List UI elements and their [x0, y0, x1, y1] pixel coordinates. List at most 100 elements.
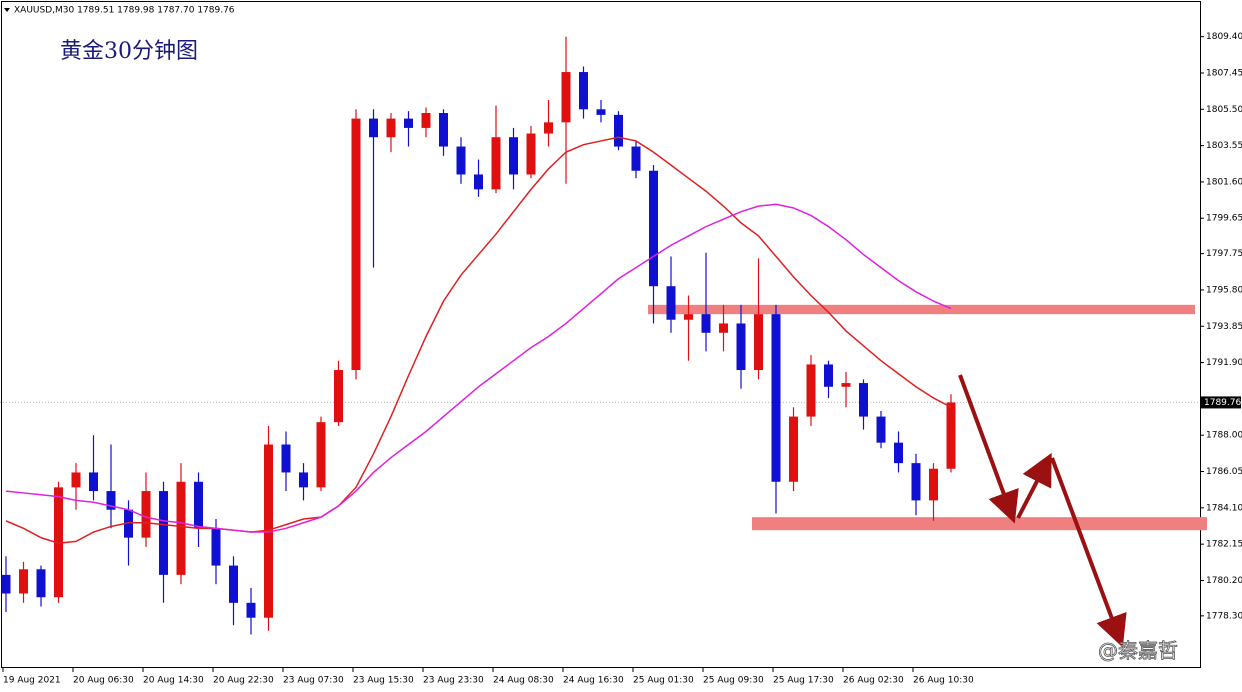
candle-body: [1, 574, 11, 594]
candle-body: [246, 602, 256, 618]
candle-body: [281, 444, 291, 473]
candle-body: [526, 133, 536, 175]
y-tick-label: 1780.20: [1206, 576, 1242, 586]
y-tick-label: 1788.00: [1206, 431, 1242, 441]
candle-body: [946, 402, 956, 469]
candle-body: [439, 113, 448, 147]
candle-body: [369, 118, 378, 138]
y-tick-label: 1807.45: [1206, 68, 1242, 78]
candle-body: [456, 146, 466, 175]
chart-header: XAUUSD,M30 1789.51 1789.98 1787.70 1789.…: [14, 6, 235, 16]
y-tick-label: 1797.75: [1206, 249, 1242, 259]
y-tick-label: 1782.15: [1206, 540, 1242, 550]
last-price-label: 1789.76: [1204, 398, 1241, 408]
x-tick-label: 23 Aug 07:30: [283, 676, 344, 686]
candle-body: [89, 472, 98, 492]
candle-body: [421, 113, 431, 128]
y-tick-label: 1784.10: [1206, 503, 1242, 513]
x-tick-label: 19 Aug 2021: [3, 676, 61, 686]
candle-body: [316, 422, 326, 488]
x-tick-label: 20 Aug 22:30: [213, 676, 274, 686]
candle-body: [771, 314, 781, 482]
candle-body: [299, 472, 308, 488]
candle-body: [386, 118, 396, 138]
last-price-box: [1201, 396, 1241, 409]
plot-area: [0, 36, 1207, 635]
candle-body: [684, 314, 693, 320]
candle-body: [176, 481, 186, 575]
y-tick-label: 1805.50: [1206, 105, 1242, 115]
y-tick-label: 1809.40: [1206, 32, 1242, 42]
chart-title: 黄金30分钟图: [60, 39, 198, 64]
arrow-down: [1050, 457, 1127, 648]
y-tick-label: 1801.60: [1206, 177, 1242, 187]
x-tick-label: 20 Aug 14:30: [143, 676, 204, 686]
candle-body: [124, 509, 133, 538]
candle-body: [579, 72, 588, 110]
candle-body: [911, 463, 921, 501]
candle-body: [141, 491, 151, 538]
symbol-menu-icon[interactable]: [4, 8, 10, 12]
x-tick-label: 23 Aug 23:30: [423, 676, 484, 686]
candle-body: [894, 442, 903, 464]
candle-body: [841, 383, 851, 387]
candle-body: [544, 122, 553, 134]
candle-body: [474, 174, 483, 190]
candle-body: [824, 364, 833, 387]
candle-body: [561, 72, 571, 123]
moving-average: [5, 136, 952, 544]
plot-frame: [1, 1, 1201, 668]
candle-body: [736, 323, 746, 371]
candle-body: [106, 491, 116, 510]
x-tick-label: 23 Aug 15:30: [353, 676, 414, 686]
x-tick-label: 26 Aug 10:30: [913, 676, 974, 686]
price-zone: [648, 304, 1195, 315]
price-zone: [752, 517, 1207, 531]
y-tick-label: 1795.80: [1206, 285, 1242, 295]
moving-average: [5, 203, 952, 533]
candle-body: [264, 444, 273, 618]
candle-body: [334, 370, 343, 423]
candle-body: [229, 565, 238, 603]
x-tick-label: 26 Aug 02:30: [843, 676, 904, 686]
candle-body: [491, 137, 501, 190]
x-tick-label: 25 Aug 09:30: [703, 676, 764, 686]
x-tick-label: 25 Aug 17:30: [773, 676, 834, 686]
candle-body: [701, 314, 711, 333]
x-tick-label: 25 Aug 01:30: [633, 676, 694, 686]
candle-body: [666, 286, 676, 320]
arrow-down: [958, 374, 1019, 524]
candle-body: [36, 569, 46, 598]
candle-body: [159, 491, 168, 575]
y-tick-label: 1793.85: [1206, 322, 1242, 332]
candle-body: [806, 364, 816, 417]
candle-body: [859, 383, 868, 417]
candle-body: [631, 146, 641, 171]
candle-body: [194, 481, 203, 529]
candle-body: [754, 314, 763, 371]
x-tick-label: 24 Aug 16:30: [563, 676, 624, 686]
y-tick-label: 1803.55: [1206, 141, 1242, 151]
y-tick-label: 1778.30: [1206, 611, 1242, 621]
y-tick-label: 1791.90: [1206, 358, 1242, 368]
x-tick-label: 24 Aug 08:30: [493, 676, 554, 686]
candle-body: [509, 137, 518, 175]
candle-body: [614, 114, 623, 147]
candle-body: [71, 472, 81, 488]
y-tick-label: 1799.65: [1206, 214, 1242, 224]
candle-body: [351, 118, 361, 371]
x-tick-label: 20 Aug 06:30: [73, 676, 134, 686]
candle-body: [876, 416, 886, 443]
arrow-up: [1016, 452, 1052, 519]
y-tick-label: 1786.05: [1206, 467, 1242, 477]
watermark: @秦嘉哲: [1098, 639, 1178, 663]
candle-body: [19, 569, 28, 594]
candle-body: [929, 468, 938, 501]
candle-body: [719, 323, 728, 333]
candle-body: [54, 487, 63, 598]
candle-body: [649, 170, 658, 287]
candle-body: [211, 528, 221, 566]
candle-body: [596, 109, 606, 115]
